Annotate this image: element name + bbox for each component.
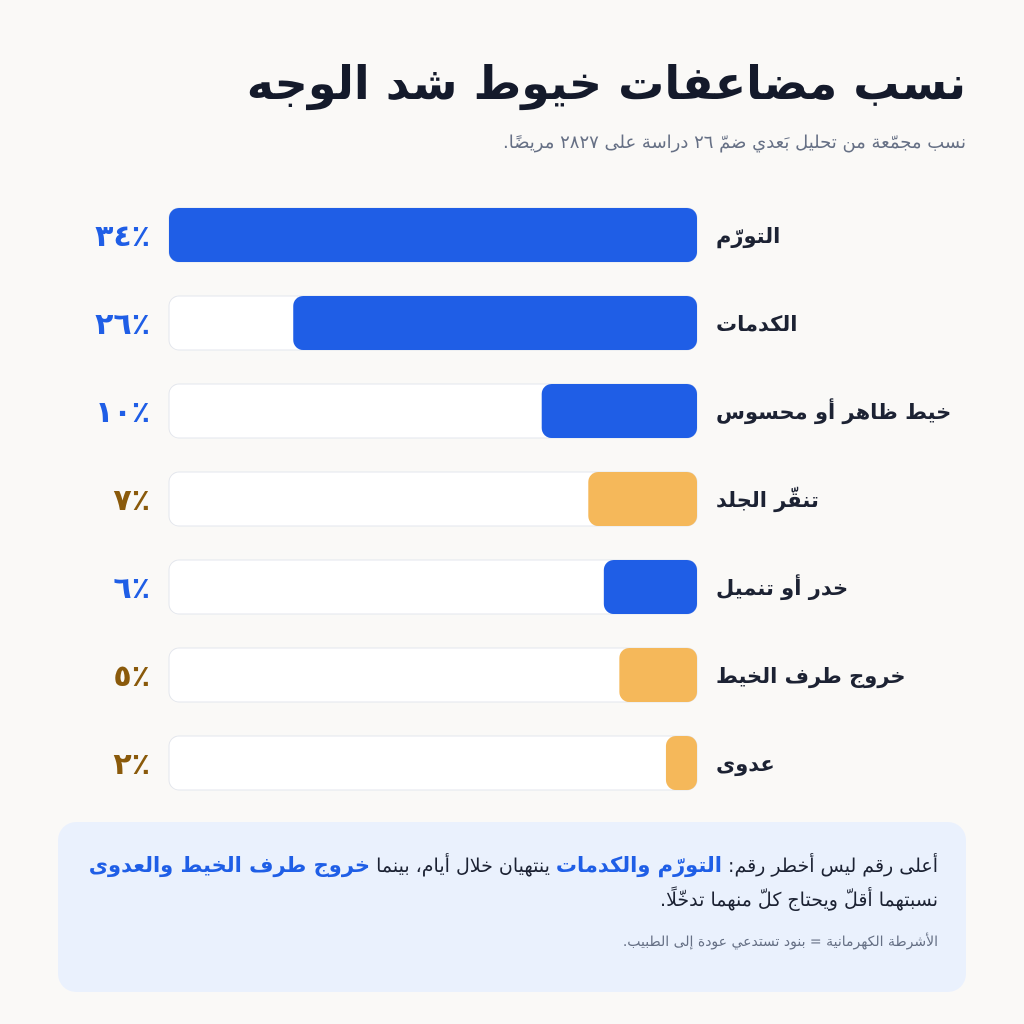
category-label: التورّم — [716, 224, 780, 248]
takeaway-note: أعلى رقم ليس أخطر رقم: التورّم والكدمات … — [58, 822, 966, 992]
value-label: ٦٪ — [113, 571, 150, 606]
page-subtitle: نسب مجمّعة من تحليل بَعدي ضمّ ٢٦ دراسة ع… — [502, 132, 966, 153]
category-label: خدر أو تنميل — [716, 573, 848, 600]
takeaway-highlight-1: التورّم والكدمات — [555, 853, 722, 877]
bar — [603, 560, 697, 614]
value-label: ٥٪ — [113, 659, 150, 694]
category-label: خروج طرف الخيط — [716, 664, 906, 689]
bar — [293, 296, 697, 350]
takeaway-highlight-2: خروج طرف الخيط والعدوى — [88, 853, 371, 877]
bar-track — [168, 647, 698, 703]
category-label: خيط ظاهر أو محسوس — [716, 397, 951, 424]
takeaway-part-3: نسبتهما أقلّ ويحتاج كلّ منهما تدخّلًا. — [660, 888, 938, 911]
bar — [588, 472, 697, 526]
category-label: الكدمات — [716, 312, 797, 336]
value-label: ١٠٪ — [95, 395, 150, 430]
takeaway-part-2: ينتهيان خلال أيام، بينما — [370, 855, 556, 877]
complications-bar-chart: التورّم ٣٤٪ الكدمات ٢٦٪ خيط ظاهر أو محسوس ١٠٪… — [95, 207, 951, 791]
color-legend: الأشرطة الكهرمانية = بنود تستدعي عودة إل… — [622, 933, 938, 950]
takeaway-text: أعلى رقم ليس أخطر رقم: التورّم والكدمات … — [86, 848, 938, 916]
page-title: نسب مضاعفات خيوط شد الوجه — [246, 56, 966, 110]
bar-track — [168, 735, 698, 791]
bar — [541, 384, 697, 438]
category-label: عدوى — [716, 752, 775, 776]
bar — [169, 208, 697, 262]
value-label: ٣٤٪ — [95, 219, 150, 254]
category-label: تنقّر الجلد — [716, 486, 819, 512]
value-label: ٢٪ — [113, 747, 150, 782]
value-label: ٢٦٪ — [95, 307, 150, 342]
bar — [619, 648, 697, 702]
bar — [665, 736, 697, 790]
value-label: ٧٪ — [113, 483, 150, 518]
takeaway-part-1: أعلى رقم ليس أخطر رقم: — [722, 855, 938, 877]
